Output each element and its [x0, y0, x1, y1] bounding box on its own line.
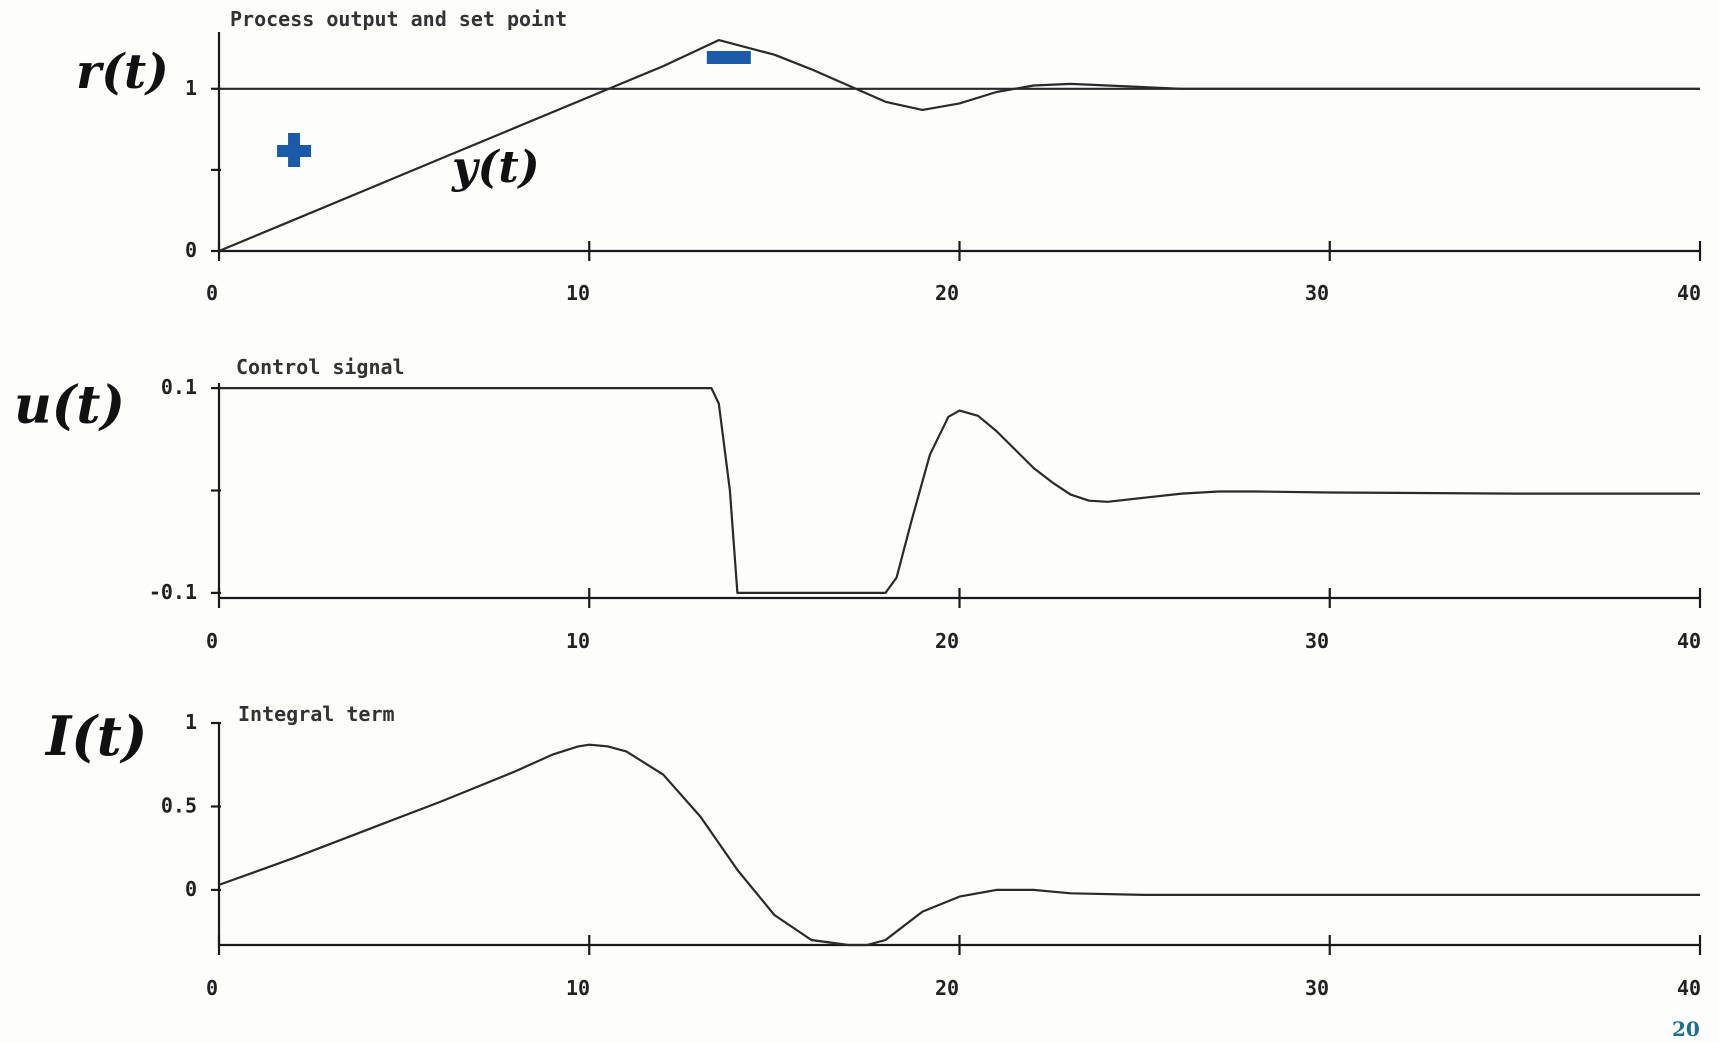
- chart-panel-2: 0 10 20 30 40 0.1 -0.1 Control signal u(t): [14, 355, 1702, 653]
- x-tick-label: 20: [935, 976, 959, 1000]
- x-tick-label: 40: [1677, 281, 1701, 305]
- y-tick-label: 1: [185, 76, 197, 100]
- x-tick-label: 10: [566, 281, 590, 305]
- x-tick-label: 10: [566, 976, 590, 1000]
- x-tick-label: 0: [206, 281, 218, 305]
- plus-marker: [277, 145, 312, 157]
- y-tick-label: 1: [185, 710, 197, 734]
- x-tick-label: 30: [1305, 629, 1329, 653]
- x-tick-label: 30: [1305, 976, 1329, 1000]
- chart-panel-3: 0 10 20 30 40 1 0.5 0 Integral term I(t): [44, 702, 1702, 1000]
- panel-title: Control signal: [236, 355, 405, 379]
- y-tick-label: 0.1: [161, 375, 197, 399]
- x-tick-label: 20: [935, 281, 959, 305]
- x-tick-label: 0: [206, 629, 218, 653]
- series-line-I(t): [218, 743, 1700, 947]
- series-line-u(t): [219, 387, 1700, 595]
- page-number: 20: [1672, 1017, 1700, 1041]
- signal-label: I(t): [44, 704, 147, 768]
- y-tick-label: 0.5: [161, 793, 197, 817]
- y-tick-label: -0.1: [149, 580, 197, 604]
- x-tick-label: 30: [1305, 281, 1329, 305]
- x-tick-label: 0: [206, 976, 218, 1000]
- x-tick-label: 40: [1677, 976, 1701, 1000]
- minus-marker: [706, 51, 751, 64]
- panel-title: Integral term: [238, 702, 395, 726]
- signal-label: r(t): [76, 44, 169, 100]
- panel-title: Process output and set point: [230, 7, 567, 31]
- signal-label: u(t): [14, 375, 125, 436]
- y-tick-label: 0: [185, 877, 197, 901]
- chart-panel-1: 0 10 20 30 40 0 1 Process output and set point r…: [76, 7, 1702, 305]
- x-tick-label: 40: [1677, 629, 1701, 653]
- series-line-y(t): [218, 38, 1700, 253]
- signal-label: y(t): [451, 142, 540, 193]
- y-tick-label: 0: [185, 238, 197, 262]
- x-tick-label: 10: [566, 629, 590, 653]
- x-tick-label: 20: [935, 629, 959, 653]
